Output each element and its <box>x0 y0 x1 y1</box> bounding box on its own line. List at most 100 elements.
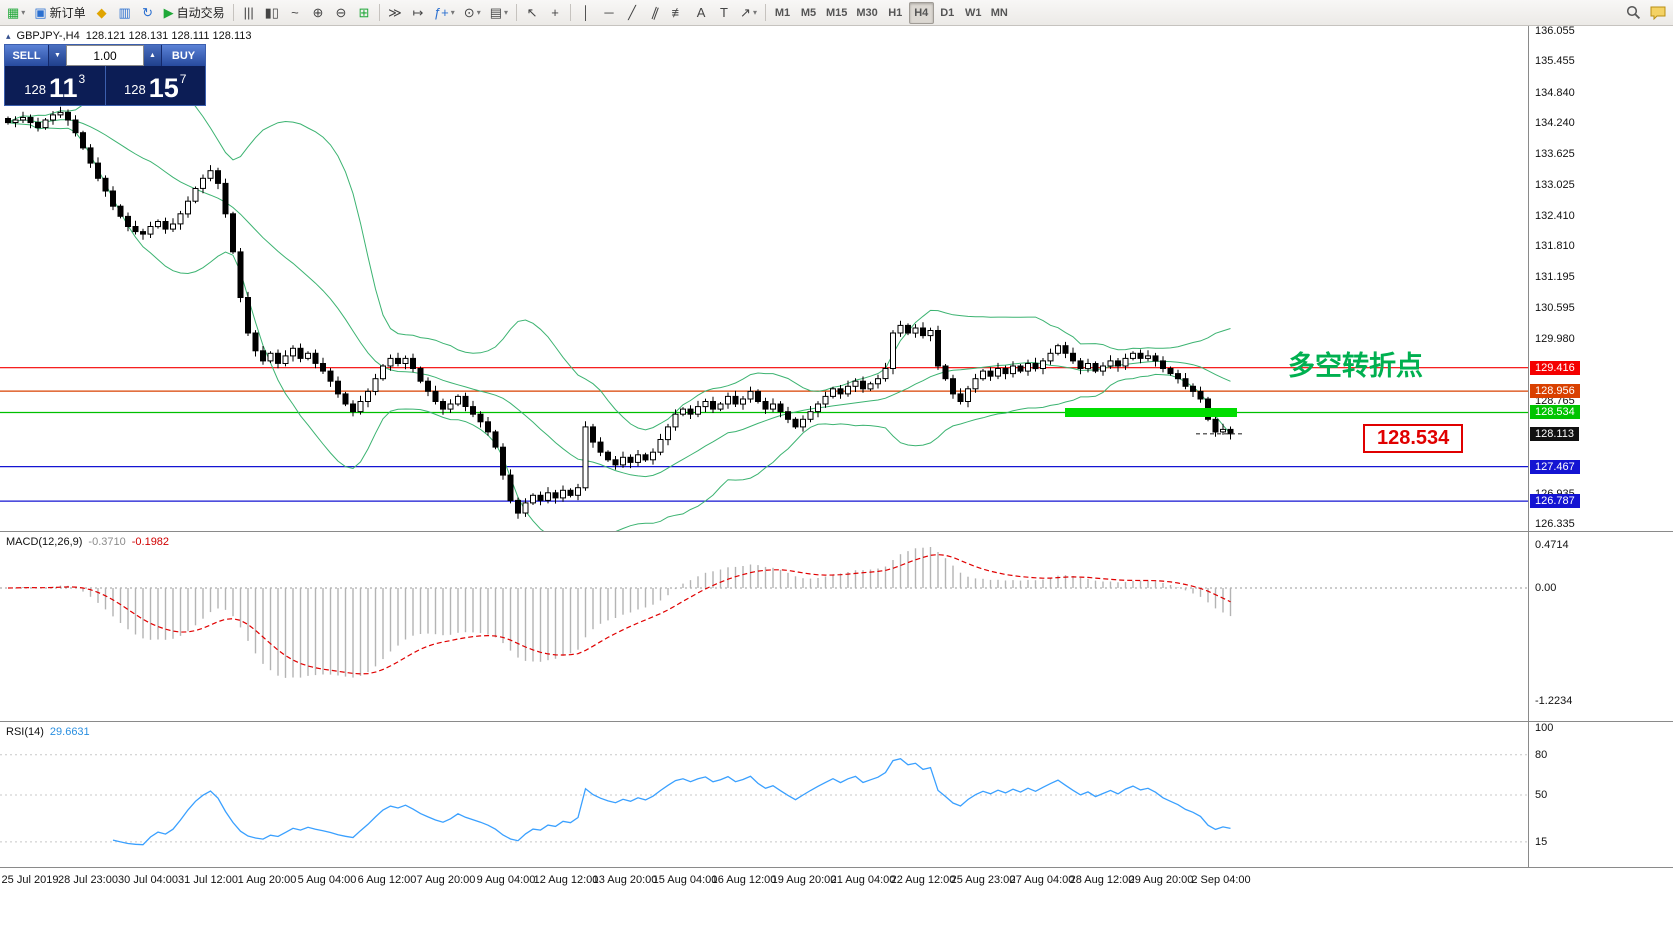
one-click-trading-panel: SELL ▼ 1.00 ▲ BUY 128 11 3 128 15 7 <box>4 44 206 106</box>
price-badge-127.467: 127.467 <box>1530 459 1580 474</box>
toolbar-separator <box>570 4 572 21</box>
time-axis-label: 28 Jul 23:00 <box>58 874 118 886</box>
zoom-in-button[interactable]: ⊕ <box>307 2 329 24</box>
time-axis-label: 25 Jul 2019 <box>1 874 59 886</box>
price-chart-pane[interactable]: ▴ GBPJPY-,H4 128.121 128.131 128.111 128… <box>0 26 1528 532</box>
volume-increase-button[interactable]: ▲ <box>144 45 161 66</box>
macd-pane[interactable] <box>0 532 1528 722</box>
price-axis-label: 131.195 <box>1535 271 1575 284</box>
line-chart-mode-button[interactable]: ~ <box>284 2 306 24</box>
rsi-axis-label: 100 <box>1535 722 1554 734</box>
time-axis-label: 30 Jul 04:00 <box>118 874 178 886</box>
panel-divider <box>104 66 106 105</box>
symbol-quotes: 128.121 128.131 128.111 128.113 <box>85 30 252 42</box>
text-button[interactable]: A <box>690 2 712 24</box>
time-axis-label: 15 Aug 04:00 <box>652 874 718 886</box>
sell-button[interactable]: SELL <box>5 45 49 66</box>
crosshair-icon: + <box>551 5 559 20</box>
channel-button[interactable]: ∥ <box>644 2 666 24</box>
volume-input[interactable]: 1.00 <box>66 45 144 66</box>
time-axis-label: 2 Sep 04:00 <box>1191 874 1251 886</box>
market-watch-button[interactable]: ▥ <box>114 2 136 24</box>
tile-windows-button[interactable]: ⊞ <box>353 2 375 24</box>
vertical-line-button[interactable]: │ <box>575 2 597 24</box>
zoom-out-button[interactable]: ⊖ <box>330 2 352 24</box>
cursor-button[interactable]: ↖ <box>521 2 543 24</box>
rsi-axis-label: 50 <box>1535 789 1548 801</box>
buy-price-display[interactable]: 128 15 7 <box>106 66 206 105</box>
template-icon: ▤ <box>489 4 503 20</box>
text-icon: A <box>696 5 706 20</box>
macd-name: MACD(12,26,9) <box>6 536 83 548</box>
templates-button[interactable]: ▤ ▾ <box>486 2 512 24</box>
timeframe-button-h1[interactable]: H1 <box>888 6 903 19</box>
candlestick-mode-button[interactable]: ▮▯ <box>261 2 283 24</box>
trendline-icon: ╱ <box>628 4 636 20</box>
chevron-down-icon: ▾ <box>752 8 757 17</box>
collapse-trade-panel-icon[interactable]: ▴ <box>6 30 11 41</box>
timeframe-button-h4[interactable]: H4 <box>908 1 934 24</box>
trendline-button[interactable]: ╱ <box>621 2 643 24</box>
rsi-pane[interactable] <box>0 722 1528 868</box>
toolbar-separator <box>232 4 234 21</box>
timeframe-button-m15[interactable]: M15 <box>825 6 848 19</box>
navigator-icon: ↻ <box>142 4 154 20</box>
rsi-name: RSI(14) <box>6 726 44 738</box>
market-watch-icon: ▥ <box>118 4 131 20</box>
volume-decrease-button[interactable]: ▼ <box>49 45 66 66</box>
arrows-button[interactable]: ↗ ▾ <box>736 2 761 24</box>
candlestick-icon: ▮▯ <box>264 4 279 20</box>
time-axis-label: 7 Aug 20:00 <box>416 874 476 886</box>
time-axis-label: 21 Aug 04:00 <box>830 874 896 886</box>
time-axis-label: 16 Aug 12:00 <box>711 874 777 886</box>
pane-separator[interactable] <box>0 531 1673 532</box>
navigator-button[interactable]: ↻ <box>137 2 159 24</box>
price-axis-label: 126.335 <box>1535 517 1575 530</box>
new-order-label: 新订单 <box>49 6 86 20</box>
toolbar-separator <box>764 4 766 21</box>
auto-scroll-button[interactable]: ≫ <box>384 2 406 24</box>
periods-button[interactable]: ⊙ ▾ <box>460 2 485 24</box>
time-axis-label: 29 Aug 20:00 <box>1128 874 1194 886</box>
search-button[interactable] <box>1622 2 1645 24</box>
time-axis[interactable]: 25 Jul 2019 28 Jul 23:00 30 Jul 04:00 31 Ju… <box>0 868 1673 946</box>
price-axis-label: 136.055 <box>1535 25 1575 37</box>
chart-shift-button[interactable]: ↦ <box>407 2 429 24</box>
price-axis-label: 129.980 <box>1535 333 1575 346</box>
chevron-down-icon: ▾ <box>21 8 26 17</box>
toolbar-separator <box>516 4 518 21</box>
autotrading-play-icon: ▶ <box>163 4 174 20</box>
community-button[interactable] <box>1646 2 1670 24</box>
autotrading-button[interactable]: ▶ 自动交易 <box>160 2 229 24</box>
timeframe-button-m1[interactable]: M1 <box>774 6 791 19</box>
horizontal-line-button[interactable]: ─ <box>598 2 620 24</box>
text-label-button[interactable]: T <box>713 2 735 24</box>
price-axis-label: 130.595 <box>1535 301 1575 314</box>
timeframe-button-m30[interactable]: M30 <box>856 6 878 19</box>
sell-big-figure: 128 <box>24 82 46 97</box>
vertical-line-icon: │ <box>581 5 591 20</box>
fibonacci-button[interactable]: ≢ <box>667 2 689 24</box>
time-axis-label: 19 Aug 20:00 <box>771 874 837 886</box>
pane-separator[interactable] <box>0 721 1673 722</box>
time-axis-label: 25 Aug 23:00 <box>950 874 1016 886</box>
price-axis[interactable]: 136.055 135.455 134.840 134.240 133.625 133.0… <box>1528 25 1673 532</box>
new-chart-button[interactable]: ▦ ▾ <box>3 2 29 24</box>
pane-separator <box>0 867 1673 868</box>
timeframe-button-mn[interactable]: MN <box>990 6 1008 19</box>
timeframe-button-w1[interactable]: W1 <box>965 6 982 19</box>
sell-price-display[interactable]: 128 11 3 <box>5 66 105 105</box>
crosshair-button[interactable]: + <box>544 2 566 24</box>
cursor-icon: ↖ <box>526 4 538 20</box>
price-axis-label: 133.025 <box>1535 178 1575 191</box>
indicators-button[interactable]: ƒ+ ▾ <box>430 2 459 24</box>
new-order-button[interactable]: ▣ 新订单 <box>30 2 89 24</box>
timeframe-button-d1[interactable]: D1 <box>940 6 955 19</box>
buy-button[interactable]: BUY <box>161 45 205 66</box>
price-badge-126.787: 126.787 <box>1530 494 1580 509</box>
bar-chart-mode-button[interactable]: ||| <box>238 2 260 24</box>
price-level-annotation: 128.534 <box>1363 424 1464 453</box>
timeframe-button-m5[interactable]: M5 <box>800 6 817 19</box>
metaeditor-button[interactable]: ◆ <box>91 2 113 24</box>
chevron-down-icon: ▾ <box>450 8 455 17</box>
